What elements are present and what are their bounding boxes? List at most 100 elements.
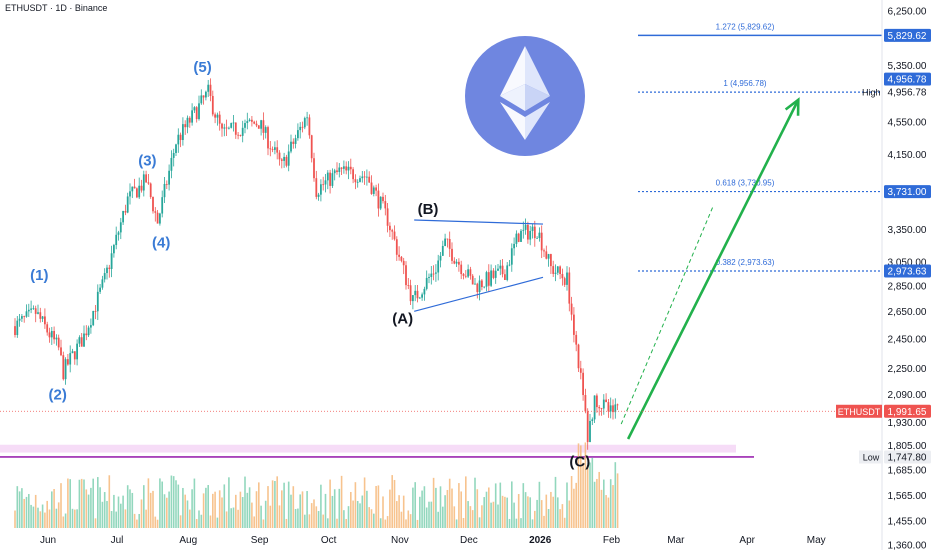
volume-bar <box>520 518 522 528</box>
wave-label: (B) <box>418 201 439 218</box>
candle <box>193 106 196 114</box>
candle <box>223 123 226 137</box>
candle <box>115 226 118 250</box>
candle <box>513 237 515 256</box>
candle <box>257 124 260 129</box>
candle <box>276 140 279 160</box>
volume-bar <box>248 487 251 528</box>
volume-bar <box>136 519 138 528</box>
candle <box>308 114 311 139</box>
y-tick-label: 1,360.00 <box>888 540 927 550</box>
volume-bar <box>14 510 16 528</box>
candle <box>299 122 302 139</box>
volume-bar <box>373 513 375 528</box>
candle <box>469 266 472 280</box>
candle <box>211 90 214 117</box>
candle <box>234 122 237 139</box>
volume-bar <box>147 478 150 528</box>
candle <box>423 286 426 301</box>
volume-bar <box>559 509 561 528</box>
candle <box>540 225 543 259</box>
volume-bar <box>87 494 90 528</box>
volume-bar <box>163 494 166 528</box>
candle <box>209 78 212 102</box>
candle <box>297 123 299 141</box>
candle <box>393 225 396 241</box>
candle <box>596 393 598 413</box>
candle <box>402 257 405 275</box>
volume-bar <box>216 517 219 528</box>
candle <box>522 221 525 239</box>
volume-bar <box>41 504 44 528</box>
volume-bar <box>607 497 610 528</box>
candle <box>579 360 582 380</box>
volume-bar <box>389 489 391 528</box>
fib-level: 1.272 (5,829.62) <box>638 22 882 37</box>
candle <box>372 185 375 197</box>
fib-price-tag: 4,956.78 <box>884 72 931 86</box>
candle <box>497 263 499 271</box>
volume-bar <box>315 506 318 528</box>
candle <box>464 270 467 279</box>
candle <box>87 325 90 338</box>
volume-bar <box>18 491 21 528</box>
candle <box>575 331 578 352</box>
volume-bar <box>614 462 617 528</box>
candle <box>221 122 223 137</box>
candle <box>407 278 410 290</box>
candle <box>566 266 568 291</box>
volume-bar <box>474 477 476 528</box>
volume-bar <box>186 500 189 528</box>
svg-text:5,829.62: 5,829.62 <box>888 31 927 42</box>
volume-bar <box>290 494 292 528</box>
candle <box>492 268 495 280</box>
candle <box>506 262 509 282</box>
svg-text:4,956.78: 4,956.78 <box>888 75 927 86</box>
volume-bar <box>101 501 104 528</box>
volume-bar <box>264 500 267 528</box>
candle <box>322 176 325 191</box>
volume-bar <box>561 504 564 528</box>
volume-bar <box>110 511 113 528</box>
candle <box>547 253 550 267</box>
candle <box>34 305 37 323</box>
volume-bar <box>46 500 48 528</box>
volume-bar <box>297 508 299 528</box>
candle <box>110 245 113 278</box>
candle <box>504 269 506 281</box>
candle <box>214 112 216 124</box>
fib-level-label: 1.272 (5,829.62) <box>716 22 775 31</box>
volume-bar <box>60 483 62 528</box>
y-tick-label: 3,050.00 <box>888 258 927 269</box>
volume-bar <box>545 494 548 528</box>
volume-bar <box>444 495 446 528</box>
volume-bar <box>274 480 276 528</box>
candle <box>400 255 403 263</box>
volume-bar <box>455 519 458 528</box>
volume-bar <box>39 511 42 528</box>
fib-level-label: 1 (4,956.78) <box>723 79 766 88</box>
x-tick-label: Dec <box>460 535 478 546</box>
volume-bar <box>612 485 614 528</box>
volume-bar <box>566 482 568 528</box>
volume-bar <box>239 491 242 528</box>
candle <box>356 179 359 188</box>
volume-bar <box>225 511 228 528</box>
candle <box>117 230 120 241</box>
candle <box>612 399 614 420</box>
low-label: Low <box>863 452 880 462</box>
candle <box>218 111 221 131</box>
candle <box>262 112 265 140</box>
volume-bar <box>221 497 223 528</box>
candle <box>14 318 16 338</box>
x-tick-label: Mar <box>667 535 685 546</box>
volume-bar <box>62 516 65 528</box>
y-tick-label: 4,550.00 <box>888 118 927 129</box>
candle <box>439 251 442 268</box>
candle <box>96 284 99 321</box>
volume-bar <box>175 480 177 528</box>
volume-bar <box>71 508 74 528</box>
support-zone-layer <box>0 444 754 458</box>
volume-bar <box>336 518 338 528</box>
